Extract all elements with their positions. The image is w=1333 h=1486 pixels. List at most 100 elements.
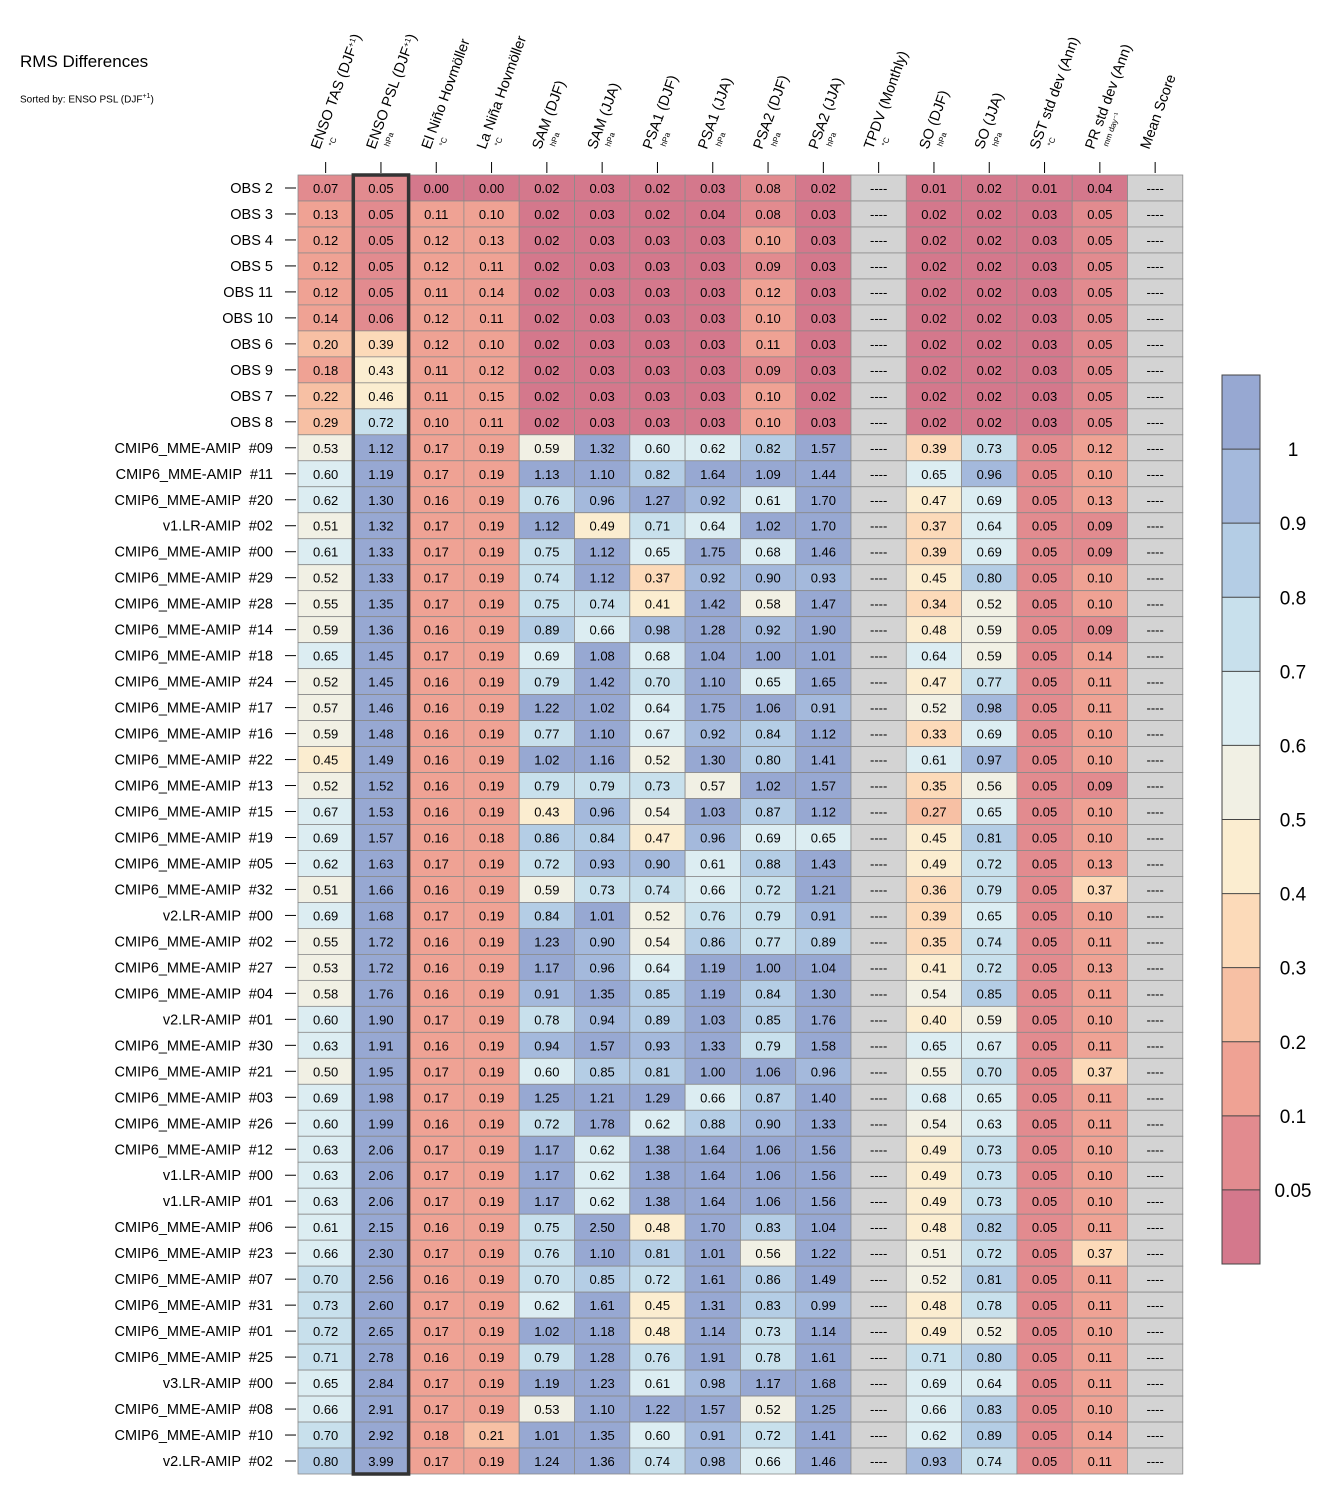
cell-value: 0.19 — [479, 1012, 504, 1027]
cell-value: 0.19 — [479, 1350, 504, 1365]
heatmap-cell — [795, 1369, 852, 1397]
cell-value: 0.18 — [313, 363, 338, 378]
cell-value: 0.05 — [1087, 337, 1112, 352]
cell-value: 0.60 — [534, 1064, 559, 1079]
cell-value: 1.53 — [368, 805, 393, 820]
heatmap-cell — [352, 850, 409, 877]
cell-value: 0.66 — [755, 1454, 780, 1469]
heatmap-cell — [905, 1447, 962, 1475]
heatmap-cell — [1127, 512, 1184, 540]
heatmap-cell — [1071, 538, 1128, 566]
cell-value: 0.69 — [313, 830, 338, 845]
cell-value: ---- — [1146, 623, 1163, 638]
heatmap-cell — [574, 590, 631, 618]
cell-value: 0.03 — [1032, 389, 1057, 404]
cell-value: 0.61 — [645, 1376, 670, 1391]
cell-value: 0.03 — [1032, 207, 1057, 222]
cell-value: 0.79 — [534, 1350, 559, 1365]
cell-value: 0.55 — [313, 597, 338, 612]
cell-value: 0.76 — [700, 908, 725, 923]
heatmap-cell — [684, 1395, 741, 1423]
cell-value: 0.16 — [424, 960, 449, 975]
heatmap-cell — [297, 538, 354, 566]
heatmap-cell — [961, 434, 1018, 462]
cell-value: 0.10 — [1087, 830, 1112, 845]
colorbar-tick-label: 0.7 — [1280, 662, 1306, 683]
row-label: CMIP6_MME-AMIP #17 — [115, 701, 273, 717]
cell-value: 0.05 — [1032, 908, 1057, 923]
cell-value: 0.71 — [645, 519, 670, 534]
heatmap-cell — [684, 590, 741, 618]
heatmap-cell — [684, 1031, 741, 1059]
cell-value: 0.89 — [811, 934, 836, 949]
cell-value: 0.02 — [977, 233, 1002, 248]
cell-value: 0.11 — [1088, 1454, 1112, 1469]
cell-value: 1.41 — [811, 1428, 836, 1443]
cell-value: 0.19 — [479, 934, 504, 949]
cell-value: 0.56 — [977, 779, 1002, 794]
heatmap-cell — [408, 1317, 465, 1345]
heatmap-cell — [1016, 1291, 1073, 1319]
cell-value: ---- — [1146, 1064, 1163, 1079]
cell-value: ---- — [1146, 207, 1163, 222]
heatmap-cell — [463, 304, 520, 332]
heatmap-cell — [1127, 876, 1184, 903]
heatmap-cell — [1127, 1369, 1184, 1397]
cell-value: ---- — [1146, 1090, 1163, 1105]
heatmap-cell — [795, 1005, 852, 1033]
cell-value: 0.77 — [755, 934, 780, 949]
cell-value: ---- — [1146, 960, 1163, 975]
cell-value: 0.91 — [811, 701, 836, 716]
heatmap-cell — [1016, 642, 1073, 670]
cell-value: 0.16 — [424, 805, 449, 820]
heatmap-cell — [408, 772, 465, 799]
heatmap-cell — [463, 1005, 520, 1033]
heatmap-cell — [408, 226, 465, 254]
cell-value: 1.14 — [811, 1324, 836, 1339]
cell-value: 0.66 — [700, 882, 725, 897]
heatmap-cell — [850, 1421, 907, 1449]
heatmap-cell — [352, 590, 409, 618]
cell-value: 0.82 — [977, 1220, 1002, 1235]
cell-value: 2.15 — [368, 1220, 393, 1235]
heatmap-cell — [352, 876, 409, 903]
cell-value: 1.01 — [534, 1428, 559, 1443]
cell-value: 0.05 — [1032, 882, 1057, 897]
cell-value: 0.55 — [921, 1064, 946, 1079]
colorbar-segment — [1222, 449, 1260, 524]
heatmap-cell — [1127, 1447, 1184, 1475]
heatmap-cell — [1016, 356, 1073, 384]
heatmap-cell — [1016, 200, 1073, 228]
heatmap-cell — [795, 330, 852, 358]
column-label-sup: +1 — [346, 36, 358, 48]
heatmap-cell — [961, 798, 1018, 825]
cell-value: 0.63 — [977, 1116, 1002, 1131]
cell-value: 0.17 — [424, 1142, 449, 1157]
cell-value: 0.72 — [977, 1246, 1002, 1261]
column-label-text: ENSO TAS (DJF — [308, 45, 360, 152]
heatmap-cell — [795, 1187, 852, 1215]
cell-value: 0.69 — [921, 1376, 946, 1391]
cell-value: 0.47 — [921, 675, 946, 690]
column-label: Mean Score — [1138, 72, 1180, 151]
cell-value: ---- — [870, 1272, 887, 1287]
cell-value: 1.64 — [700, 1194, 725, 1209]
heatmap-cell — [684, 1161, 741, 1189]
cell-value: 0.45 — [921, 830, 946, 845]
heatmap-cell — [352, 798, 409, 825]
heatmap-cell — [850, 1213, 907, 1241]
heatmap-cell — [352, 720, 409, 747]
cell-value: ---- — [1146, 337, 1163, 352]
row-label: OBS 8 — [230, 415, 273, 431]
colorbar-tick-label: 0.8 — [1280, 588, 1306, 609]
cell-value: 1.65 — [811, 675, 836, 690]
cell-value: 0.16 — [424, 1116, 449, 1131]
cell-value: ---- — [870, 805, 887, 820]
row-label: CMIP6_MME-AMIP #02 — [115, 934, 273, 950]
cell-value: 0.16 — [424, 1038, 449, 1053]
heatmap-cell — [740, 876, 797, 903]
cell-value: 0.59 — [313, 727, 338, 742]
column-label: El Niño Hovmöller — [419, 37, 474, 152]
cell-value: 0.02 — [534, 311, 559, 326]
cell-value: 0.49 — [921, 1194, 946, 1209]
